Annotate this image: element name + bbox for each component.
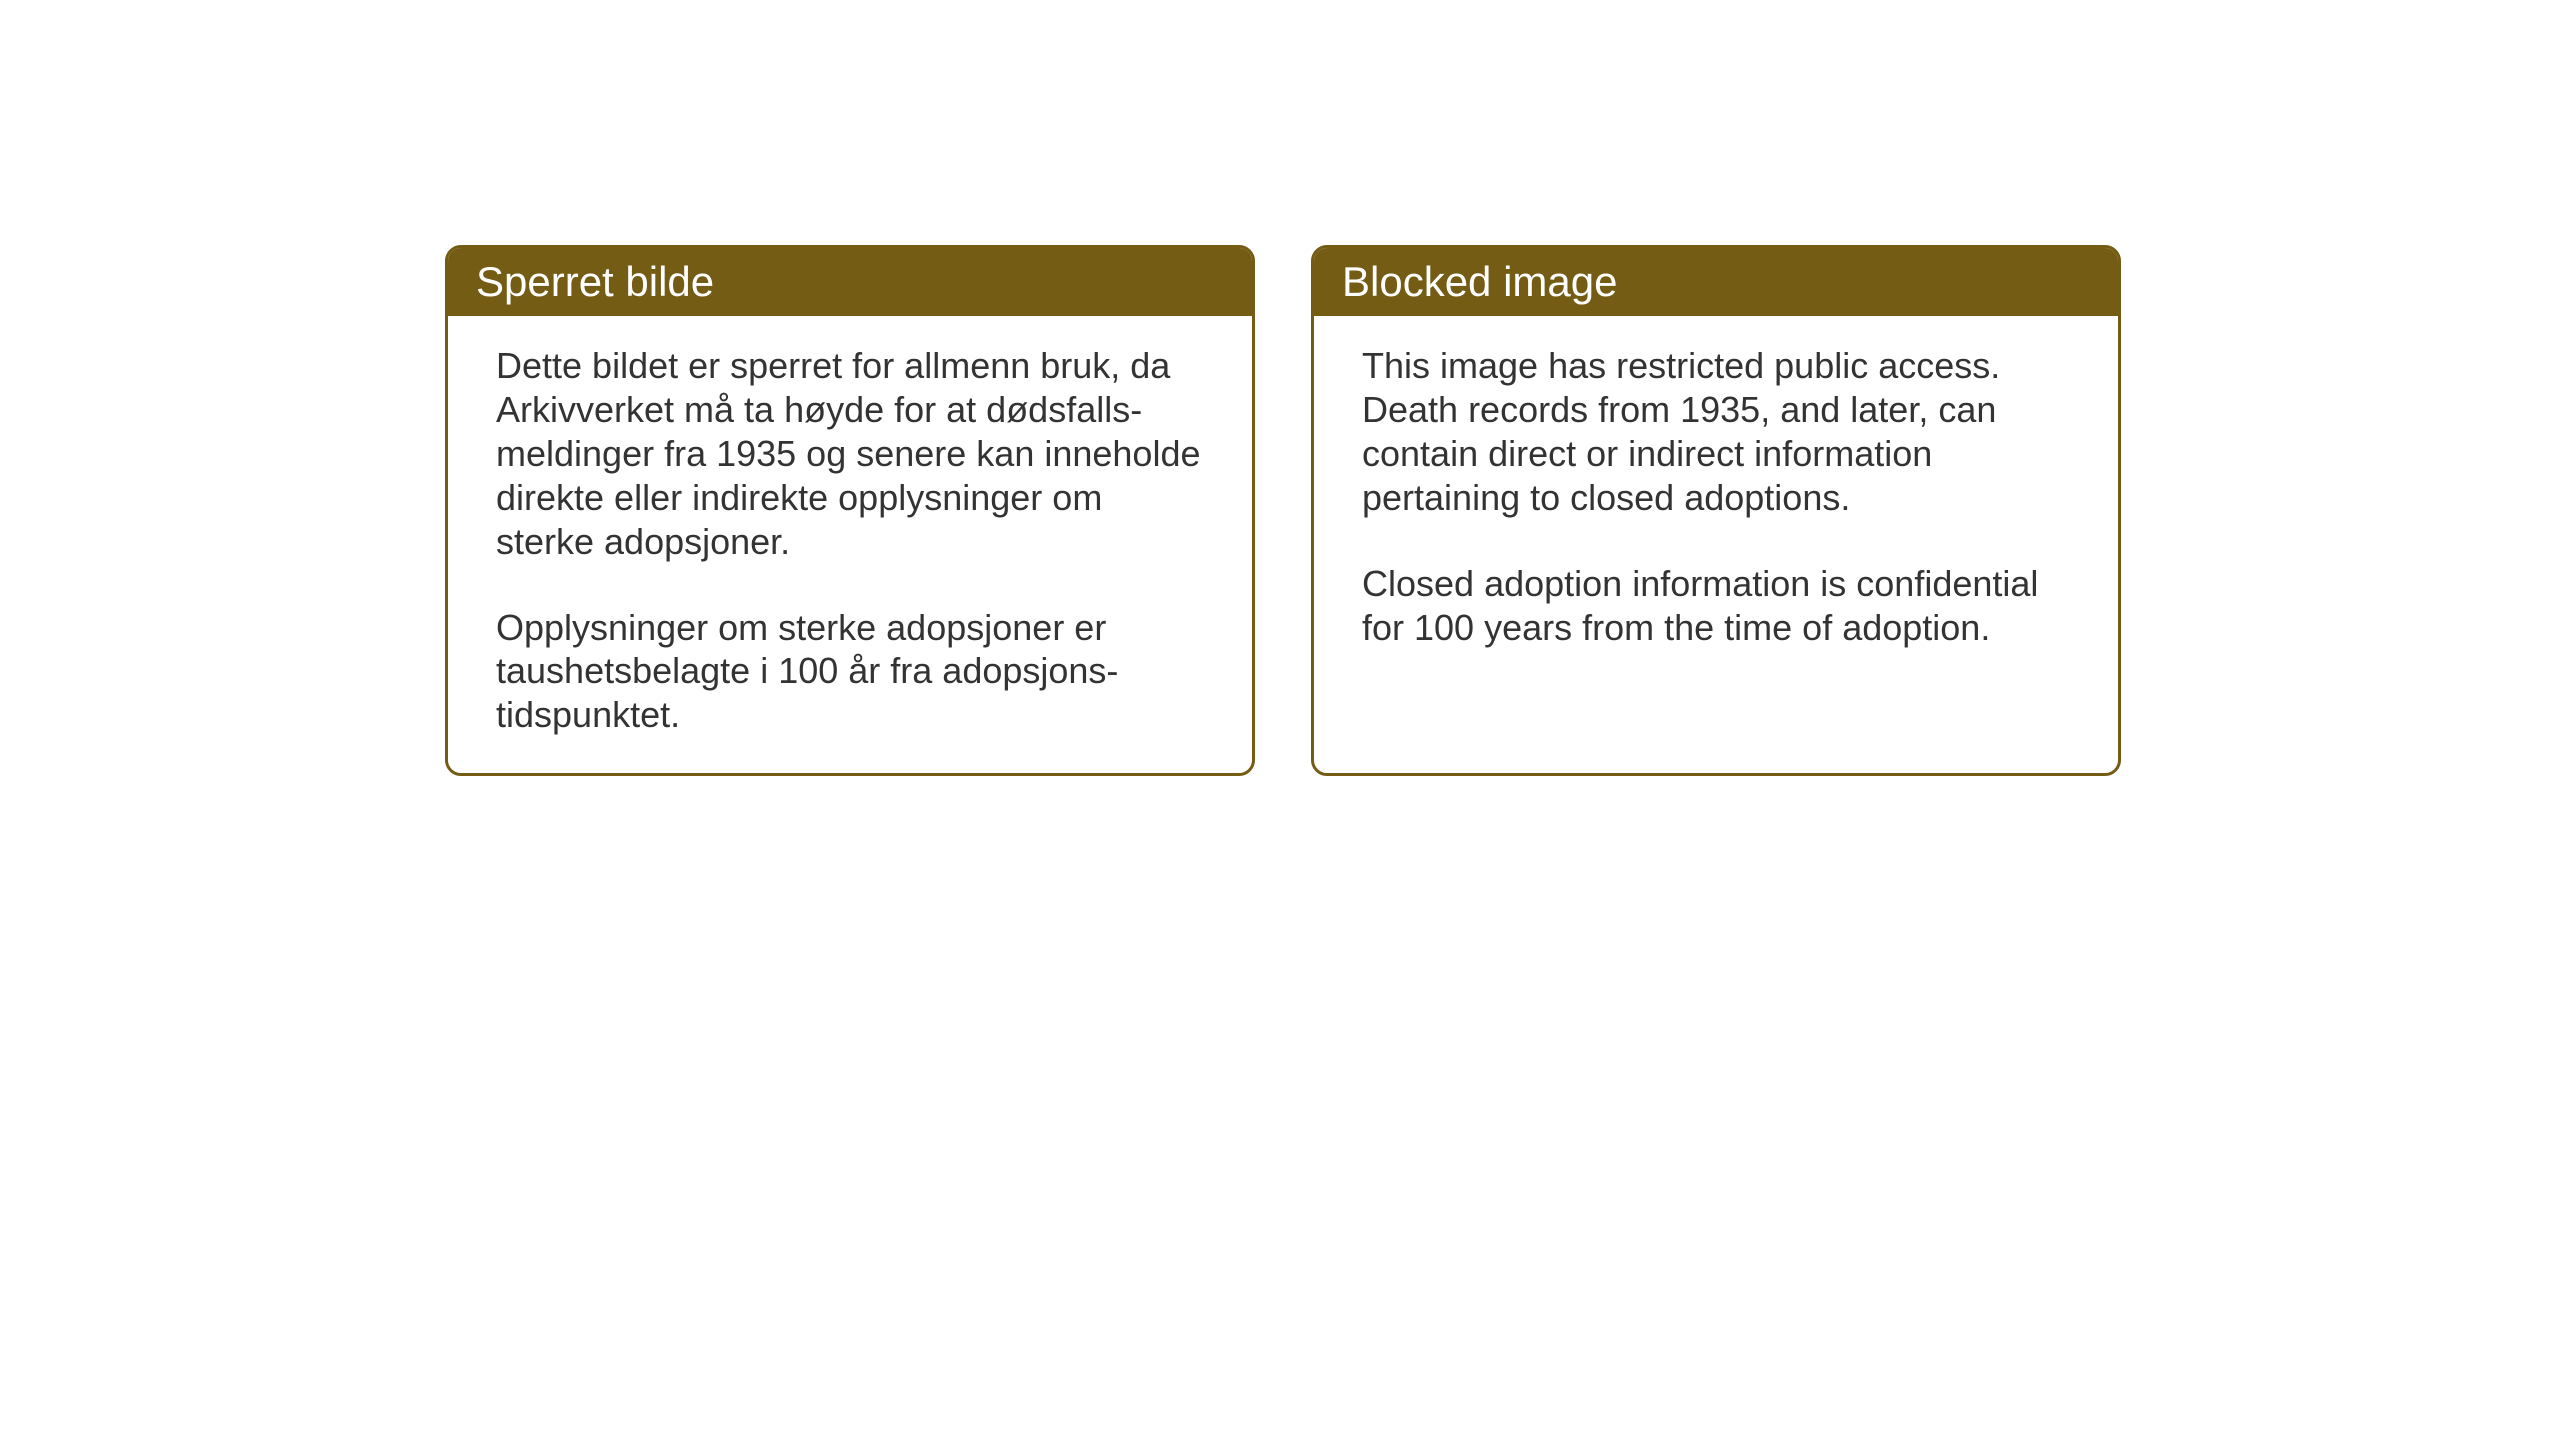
paragraph-2-norwegian: Opplysninger om sterke adopsjoner er tau… [496, 606, 1204, 738]
card-header-english: Blocked image [1314, 248, 2118, 316]
card-header-norwegian: Sperret bilde [448, 248, 1252, 316]
card-title-norwegian: Sperret bilde [476, 258, 714, 305]
notice-card-norwegian: Sperret bilde Dette bildet er sperret fo… [445, 245, 1255, 776]
notice-card-english: Blocked image This image has restricted … [1311, 245, 2121, 776]
paragraph-1-english: This image has restricted public access.… [1362, 344, 2070, 520]
notice-container: Sperret bilde Dette bildet er sperret fo… [445, 245, 2121, 776]
card-body-norwegian: Dette bildet er sperret for allmenn bruk… [448, 316, 1252, 773]
paragraph-2-english: Closed adoption information is confident… [1362, 562, 2070, 650]
paragraph-1-norwegian: Dette bildet er sperret for allmenn bruk… [496, 344, 1204, 564]
card-title-english: Blocked image [1342, 258, 1617, 305]
card-body-english: This image has restricted public access.… [1314, 316, 2118, 685]
